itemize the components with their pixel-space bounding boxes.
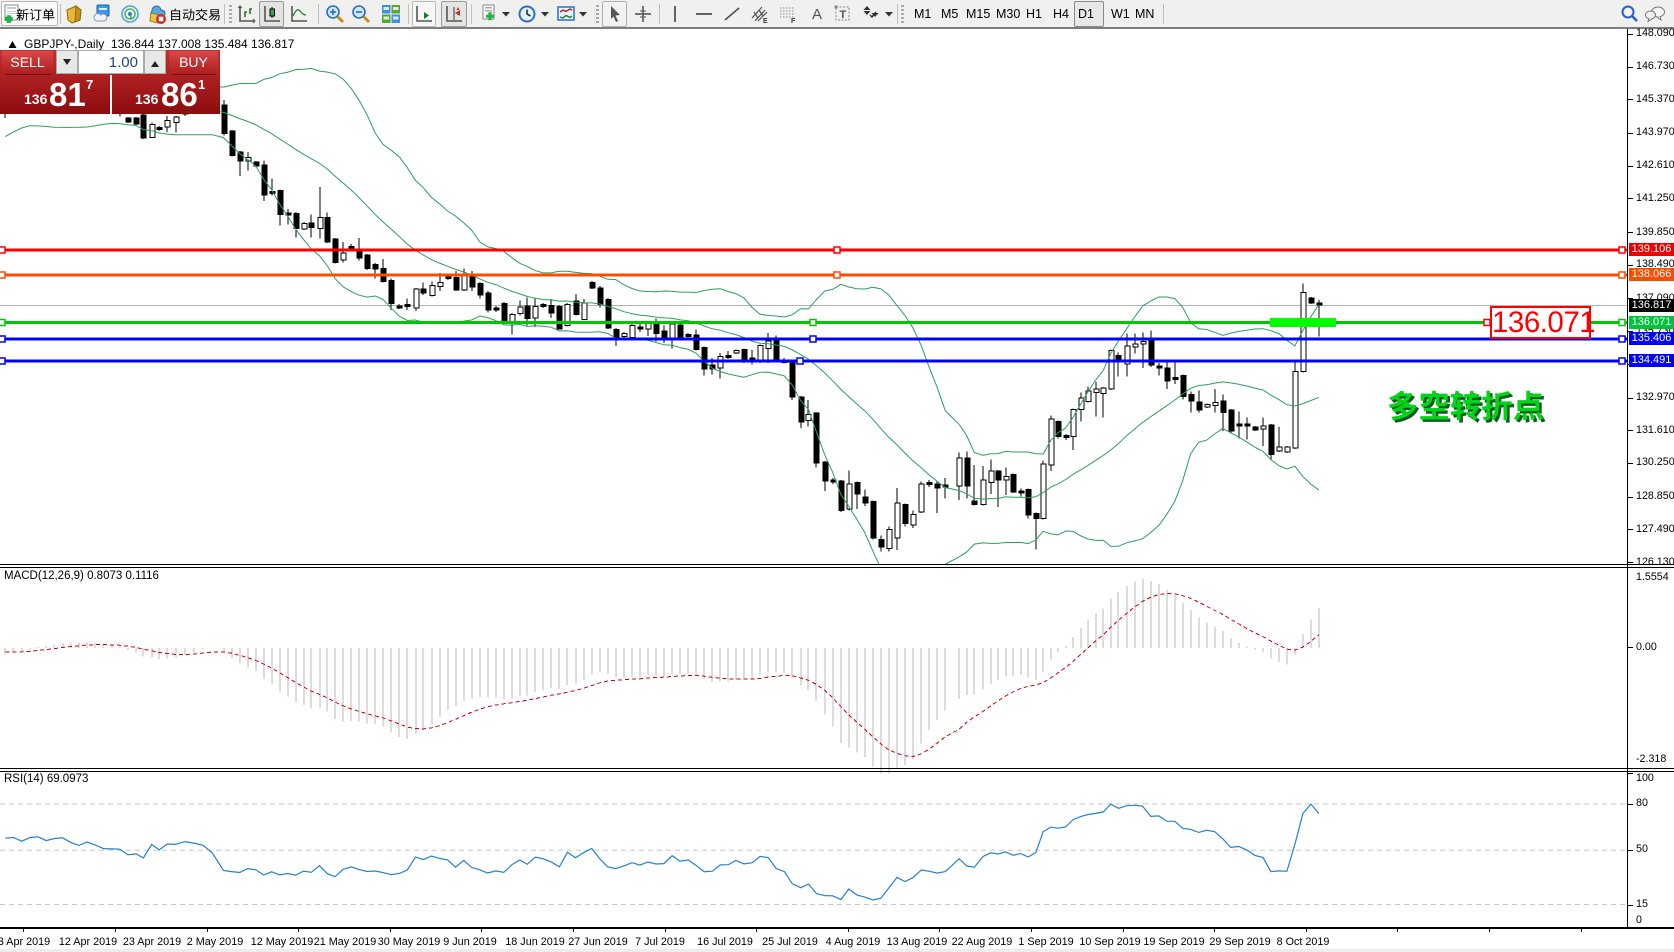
svg-text:F: F (791, 18, 796, 25)
svg-text:T: T (840, 9, 847, 21)
svg-text:E: E (763, 18, 768, 25)
svg-text:A: A (812, 6, 822, 23)
